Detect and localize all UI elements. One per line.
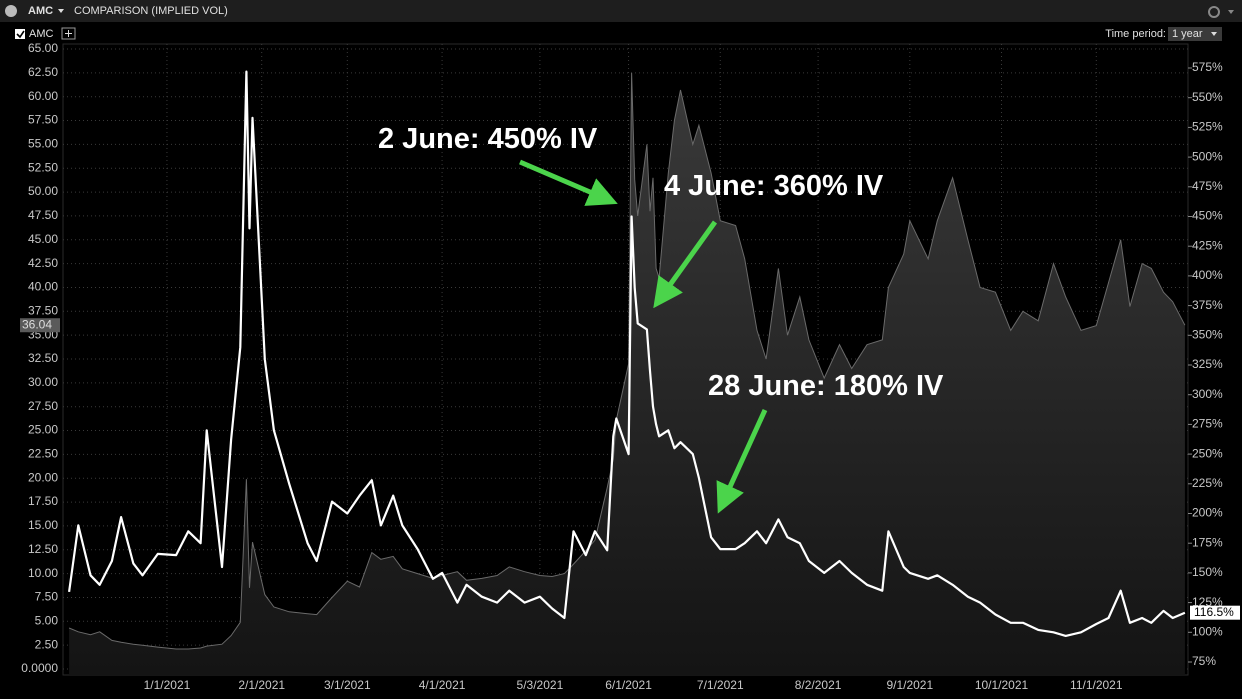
y2-tick-label: 525% — [1192, 120, 1223, 134]
y2-tick-label: 575% — [1192, 60, 1223, 74]
iv-line — [68, 70, 1186, 637]
y-tick-label: 65.00 — [28, 41, 58, 55]
last-value-label: 36.04 — [22, 317, 52, 331]
annotations: 2 June: 450% IV 4 June: 360% IV 28 June:… — [378, 123, 944, 514]
symbol-dropdown[interactable] — [58, 9, 64, 13]
y-tick-label: 32.50 — [28, 351, 58, 365]
y-tick-label: 5.00 — [35, 613, 59, 627]
plot-area: 0.0000 2.50 5.00 7.50 10.00 12.50 15.00 17.50 20… — [20, 41, 1240, 692]
y-tick-label: 20.00 — [28, 470, 58, 484]
x-tick-label: 2/1/2021 — [238, 678, 285, 692]
settings-icon[interactable] — [1208, 6, 1220, 18]
y2-tick-label: 225% — [1192, 476, 1223, 490]
price-line — [68, 72, 1186, 650]
y2-tick-label: 100% — [1192, 624, 1223, 638]
x-tick-label: 7/1/2021 — [697, 678, 744, 692]
y2-tick-label: 550% — [1192, 90, 1223, 104]
add-button[interactable] — [61, 27, 76, 40]
y2-tick-label: 325% — [1192, 357, 1223, 371]
y-tick-label: 50.00 — [28, 184, 58, 198]
y-tick-label: 17.50 — [28, 494, 58, 508]
y-tick-label: 15.00 — [28, 518, 58, 532]
symbol[interactable]: AMC — [28, 5, 53, 17]
y-tick-label: 10.00 — [28, 566, 58, 580]
y-tick-label: 37.50 — [28, 303, 58, 317]
y2-tick-label: 275% — [1192, 417, 1223, 431]
annotation: 28 June: 180% IV — [708, 370, 944, 402]
y-tick-label: 47.50 — [28, 208, 58, 222]
period-label: Time period: — [1105, 28, 1166, 40]
y-tick-label: 7.50 — [35, 590, 59, 604]
y-tick-label: 22.50 — [28, 447, 58, 461]
price-area — [69, 72, 1185, 676]
x-tick-label: 11/1/2021 — [1070, 678, 1123, 692]
y2-tick-label: 125% — [1192, 595, 1223, 609]
period-value[interactable]: 1 year — [1172, 28, 1203, 40]
y2-tick-label: 150% — [1192, 565, 1223, 579]
last-value-box — [20, 318, 60, 333]
y-tick-label: 27.50 — [28, 399, 58, 413]
y2-tick-label: 75% — [1192, 654, 1216, 668]
y2-tick-label: 475% — [1192, 179, 1223, 193]
annotation-arrow — [716, 408, 768, 514]
toolbar — [0, 0, 1242, 22]
y-tick-label: 2.50 — [35, 637, 59, 651]
y2-tick-label: 350% — [1192, 327, 1223, 341]
y-tick-label: 55.00 — [28, 137, 58, 151]
last-value-box — [1190, 605, 1240, 620]
y-tick-label: 25.00 — [28, 423, 58, 437]
x-tick-label: 6/1/2021 — [605, 678, 652, 692]
y-tick-label: 62.50 — [28, 65, 58, 79]
study-title: COMPARISON (IMPLIED VOL) — [74, 5, 228, 17]
y2-tick-label: 175% — [1192, 535, 1223, 549]
checkmark — [16, 30, 25, 39]
add-plus — [65, 30, 72, 37]
annotation-arrow — [653, 220, 718, 309]
y2-tick-label: 425% — [1192, 238, 1223, 252]
x-tick-label: 5/3/2021 — [517, 678, 564, 692]
y-tick-label: 52.50 — [28, 160, 58, 174]
x-tick-label: 10/1/2021 — [975, 678, 1029, 692]
y2-tick-label: 250% — [1192, 446, 1223, 460]
annotation: 2 June: 450% IV — [378, 123, 598, 155]
menu-icon[interactable] — [5, 5, 17, 17]
last-value-tag: 116.5% — [1190, 605, 1240, 620]
legend-label: AMC — [29, 28, 54, 40]
annotation-arrow — [519, 159, 618, 206]
x-tick-label: 3/1/2021 — [324, 678, 371, 692]
x-tick-label: 4/1/2021 — [419, 678, 466, 692]
x-tick-label: 9/1/2021 — [886, 678, 933, 692]
y-tick-label: 30.00 — [28, 375, 58, 389]
y2-tick-label: 375% — [1192, 298, 1223, 312]
y2-tick-label: 500% — [1192, 149, 1223, 163]
y2-tick-label: 450% — [1192, 209, 1223, 223]
x-tick-label: 1/1/2021 — [144, 678, 191, 692]
settings-dropdown[interactable] — [1228, 10, 1234, 14]
y-tick-label: 0.0000 — [21, 661, 58, 675]
series-checkbox[interactable] — [15, 29, 25, 39]
period-dropdown — [1211, 32, 1217, 36]
y-tick-label: 60.00 — [28, 89, 58, 103]
y2-tick-label: 300% — [1192, 387, 1223, 401]
y2-tick-label: 400% — [1192, 268, 1223, 282]
last-value-label: 116.5% — [1194, 605, 1234, 619]
y2-tick-label: 200% — [1192, 506, 1223, 520]
y-tick-label: 57.50 — [28, 113, 58, 127]
y-tick-label: 42.50 — [28, 256, 58, 270]
last-value-tag: 36.04 — [20, 317, 60, 333]
y-tick-label: 40.00 — [28, 280, 58, 294]
x-tick-label: 8/2/2021 — [795, 678, 842, 692]
period-select[interactable] — [1168, 27, 1222, 41]
y-tick-label: 12.50 — [28, 542, 58, 556]
annotation: 4 June: 360% IV — [664, 170, 884, 202]
y-tick-label: 45.00 — [28, 232, 58, 246]
